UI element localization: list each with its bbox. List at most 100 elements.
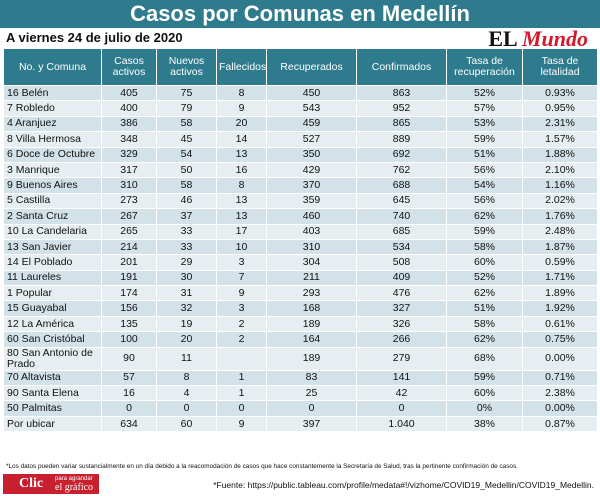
cell: 2.31% [522,115,598,133]
cell: 135 [101,315,157,333]
cell: 692 [356,146,447,163]
cell: 75 [156,84,217,102]
cell: 1.57% [522,131,598,148]
table-row: 7 Robledo 400 79 9 543 952 57% 0.95% [3,100,598,117]
date: A viernes 24 de julio de 2020 [6,30,183,45]
cases-table: No. y Comuna Casos activos Nuevos activos F… [3,48,598,433]
comuna-cell: 8 Villa Hermosa [3,131,102,148]
comuna-cell: 12 La América [3,315,102,333]
cell: 534 [356,238,447,256]
cell: 46 [156,192,217,210]
cell: 9 [216,415,267,433]
cell: 1.16% [522,177,598,194]
comuna-cell: 6 Doce de Octubre [3,146,102,163]
button-text[interactable]: Clic [19,476,44,491]
cell: 29 [156,254,217,271]
table-row: 14 El Poblado 201 29 3 304 508 60% 0.59% [3,254,598,271]
comuna-cell: 16 Belén [3,84,102,102]
cell: 326 [356,315,447,333]
cell: 0.00% [522,346,598,371]
cell: 58% [446,315,523,333]
cell: 2.10% [522,161,598,179]
cell: 13 [216,192,267,210]
cell: 2 [216,331,267,348]
button-text[interactable]: para agrandar [55,476,93,482]
cell: 33 [156,223,217,240]
button-text[interactable]: el gráfico [55,482,94,493]
cell: 266 [356,331,447,348]
cell: 2.02% [522,192,598,210]
cell: 1 [216,385,267,402]
cell: 429 [266,161,357,179]
cell: 350 [266,146,357,163]
cell: 62% [446,208,523,225]
column-header: Confirmados [356,48,447,86]
cell: 59% [446,223,523,240]
cell: 25 [266,385,357,402]
cell: 527 [266,131,357,148]
cell: 141 [356,369,447,387]
cell: 508 [356,254,447,271]
cell: 889 [356,131,447,148]
comuna-cell: 80 San Antonio de Prado [3,346,102,371]
cell: 60% [446,385,523,402]
cell: 0 [216,400,267,417]
cell: 33 [156,238,217,256]
cell: 79 [156,100,217,117]
table-row: 80 San Antonio de Prado 90 11 189 279 68% 0.00… [3,346,598,371]
cell: 42 [356,385,447,402]
cell: 327 [356,300,447,317]
cell: 450 [266,84,357,102]
cell: 51% [446,300,523,317]
cell: 31 [156,285,217,302]
cell: 0.95% [522,100,598,117]
comuna-cell: 14 El Poblado [3,254,102,271]
cell: 348 [101,131,157,148]
cell: 38% [446,415,523,433]
logo: EL Mundo [488,26,588,52]
cell: 156 [101,300,157,317]
comuna-cell: 5 Castilla [3,192,102,210]
cell: 17 [216,223,267,240]
cell: 51% [446,146,523,163]
cell: 0.71% [522,369,598,387]
cell: 62% [446,285,523,302]
cell: 58 [156,115,217,133]
cell: 0.75% [522,331,598,348]
cell: 168 [266,300,357,317]
cell: 57 [101,369,157,387]
cell: 634 [101,415,157,433]
logo-text: EL [488,26,517,51]
cell: 60% [446,254,523,271]
cell: 740 [356,208,447,225]
cell: 762 [356,161,447,179]
comuna-cell: 2 Santa Cruz [3,208,102,225]
cell: 0.61% [522,315,598,333]
cell: 459 [266,115,357,133]
cell: 14 [216,131,267,148]
cell: 174 [101,285,157,302]
cell: 30 [156,269,217,287]
cell: 265 [101,223,157,240]
cell: 8 [156,369,217,387]
cell: 20 [216,115,267,133]
logo-text: Mundo [521,26,588,51]
cell: 1.76% [522,208,598,225]
cell: 476 [356,285,447,302]
source: *Fuente: https://public.tableau.com/prof… [213,480,594,490]
cell: 2.48% [522,223,598,240]
cell: 403 [266,223,357,240]
cell: 273 [101,192,157,210]
table-row: 90 Santa Elena 16 4 1 25 42 60% 2.38% [3,385,598,402]
cell: 1.87% [522,238,598,256]
enlarge-button[interactable]: Clic para agrandar el gráfico [3,474,99,494]
cell: 310 [101,177,157,194]
cell: 191 [101,269,157,287]
table-row: 12 La América 135 19 2 189 326 58% 0.61% [3,315,598,333]
table-row: 10 La Candelaria 265 33 17 403 685 59% 2.48% [3,223,598,240]
cell: 8 [216,84,267,102]
cell: 0 [101,400,157,417]
cell: 400 [101,100,157,117]
cell: 58 [156,177,217,194]
